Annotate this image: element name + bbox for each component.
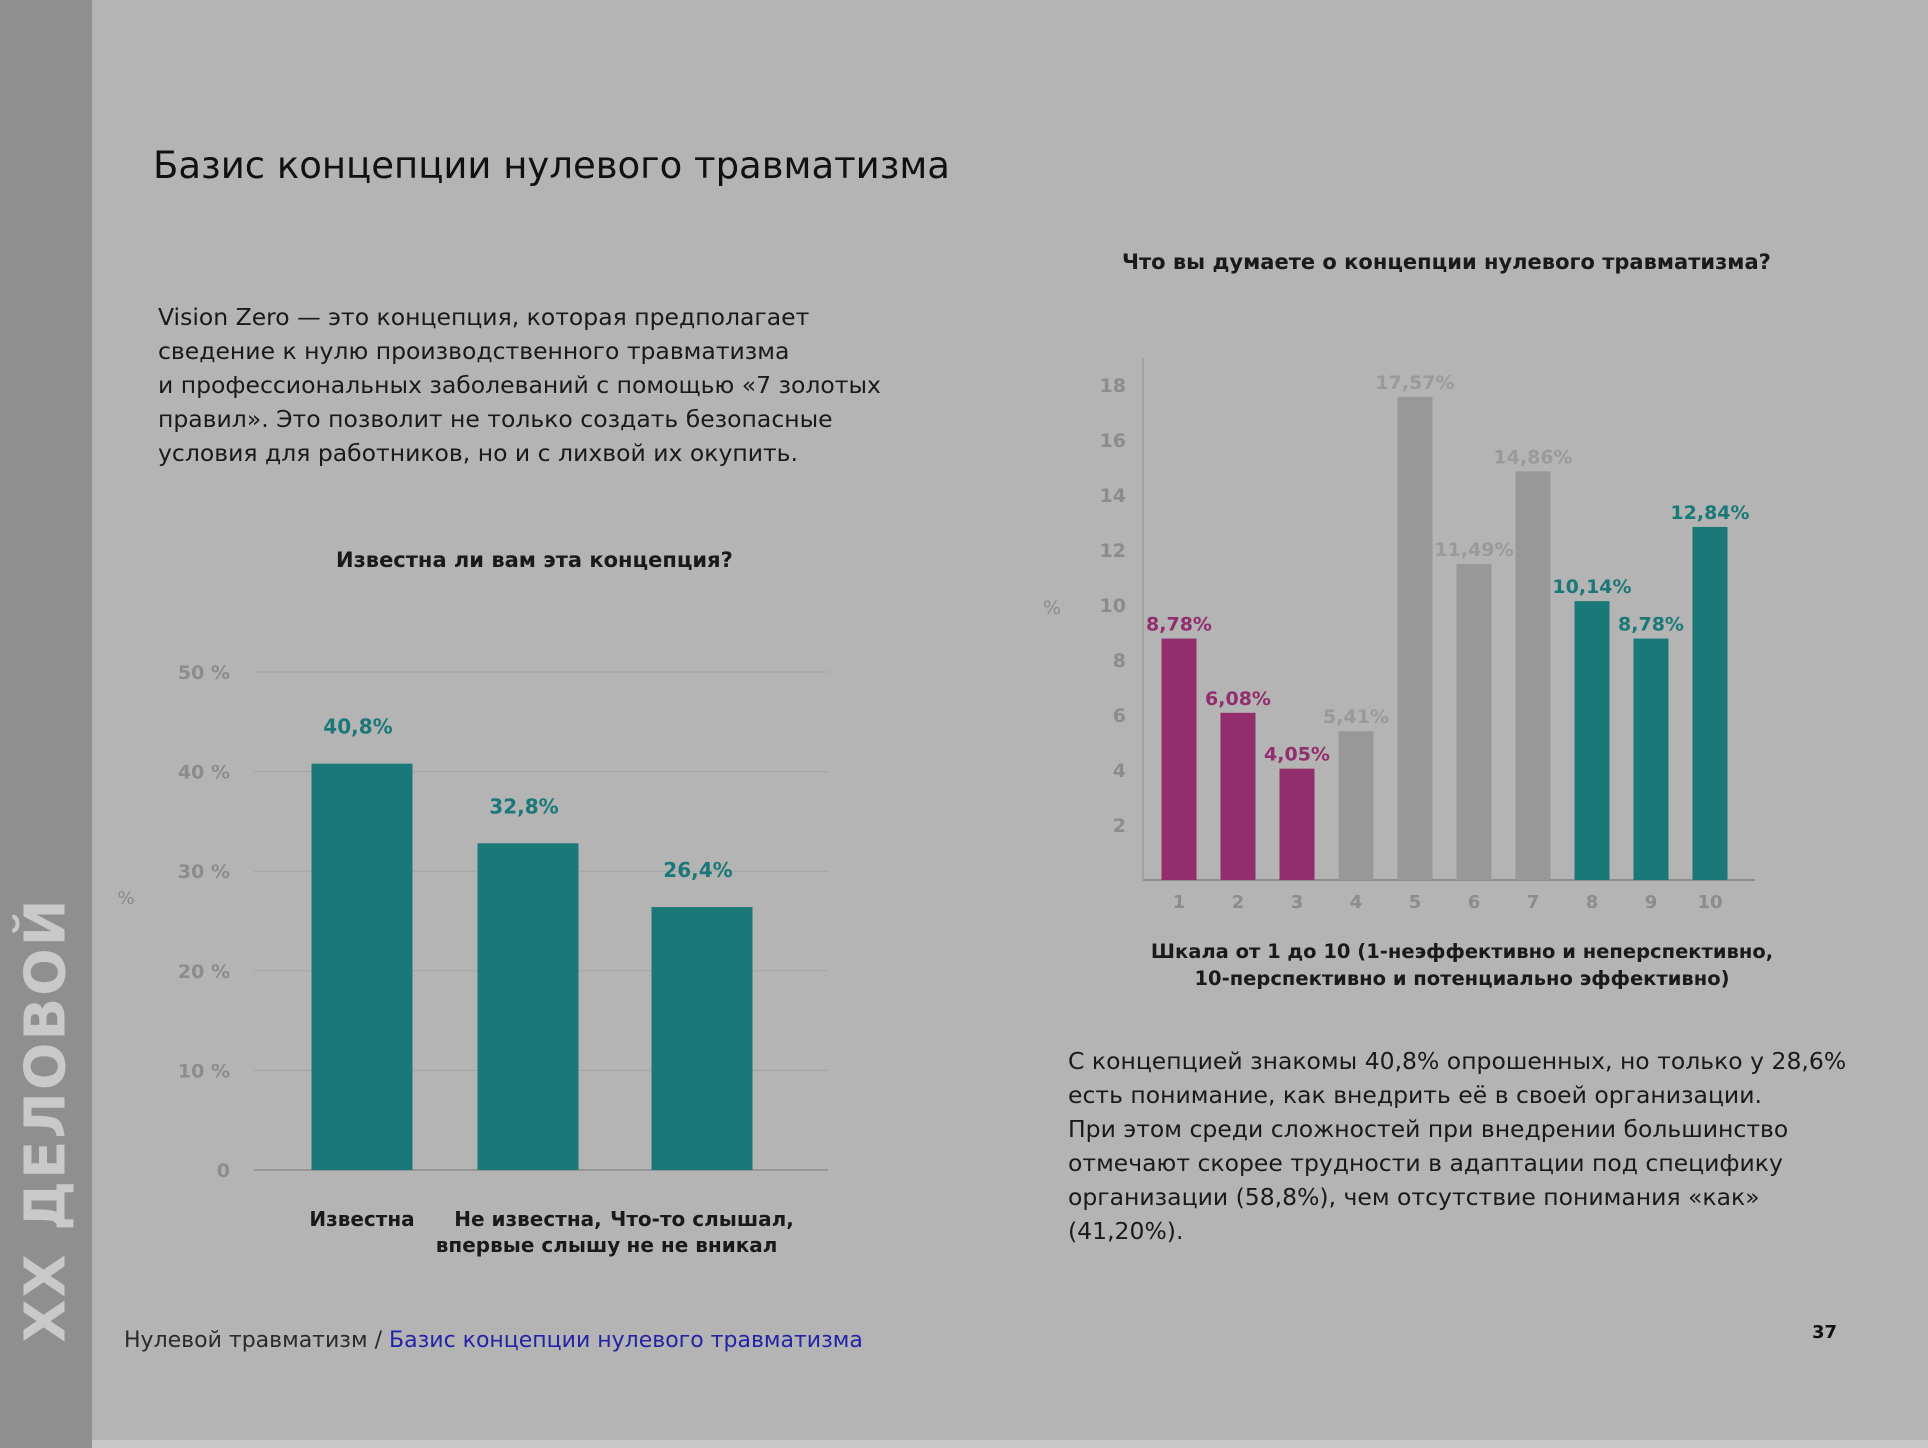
y-axis-label: % [1043, 597, 1061, 619]
breadcrumb-separator: / [367, 1328, 389, 1353]
bar [1338, 731, 1374, 880]
chart-awareness-title: Известна ли вам эта концепция? [336, 548, 733, 572]
x-axis-caption-line: 10-перспективно и потенциально эффективн… [1194, 967, 1730, 990]
y-tick-label: 30 % [178, 861, 230, 883]
data-label: 8,78% [1618, 614, 1684, 636]
data-label: 17,57% [1375, 372, 1454, 394]
y-tick-label: 12 [1100, 540, 1126, 562]
intro-line: Vision Zero — это концепция, которая пре… [158, 303, 810, 331]
summary-line: (41,20%). [1068, 1217, 1184, 1245]
bar [1515, 471, 1551, 880]
x-tick-label: 5 [1409, 892, 1422, 913]
intro-line: правил». Это позволит не только создать … [158, 405, 833, 433]
x-tick-label: 4 [1350, 892, 1363, 913]
page-bottom-edge [92, 1440, 1928, 1448]
breadcrumb-section[interactable]: Нулевой травматизм [124, 1328, 368, 1353]
x-tick-label: 2 [1232, 892, 1245, 913]
data-label: 12,84% [1670, 502, 1749, 524]
summary-line: организации (58,8%), чем отсутствие пони… [1068, 1183, 1760, 1211]
bar [1161, 638, 1197, 880]
y-tick-label: 2 [1113, 815, 1126, 837]
x-axis-caption-line: Шкала от 1 до 10 (1-неэффективно и непер… [1150, 940, 1774, 963]
y-tick-label: 10 % [178, 1060, 230, 1082]
chart-awareness-category-label: Что-то слышал, не не вникал [610, 1207, 794, 1257]
bar [1397, 396, 1433, 880]
data-label: 8,78% [1146, 614, 1212, 636]
chart-awareness-category-label: Известна [309, 1207, 415, 1231]
summary-line: С концепцией знакомы 40,8% опрошенных, н… [1068, 1047, 1847, 1075]
bar [1456, 564, 1492, 880]
brand-sidebar: XX ДЕЛОВОЙ [0, 0, 92, 1448]
y-tick-label: 40 % [178, 762, 230, 784]
y-tick-label: 50 % [178, 662, 230, 684]
data-label: 6,08% [1205, 688, 1271, 710]
intro-line: и профессиональных заболеваний с помощью… [158, 371, 881, 399]
data-label: 26,4% [663, 858, 732, 882]
page-title: Базис концепции нулевого травматизма [153, 144, 950, 187]
y-tick-label: 20 % [178, 961, 230, 983]
summary-line: отмечают скорее трудности в адаптации по… [1068, 1149, 1783, 1177]
x-tick-label: 8 [1586, 892, 1599, 913]
x-tick-label: 10 [1697, 892, 1722, 913]
x-tick-label: 3 [1291, 892, 1304, 913]
intro-line: сведение к нулю производственного травма… [158, 337, 790, 365]
bar [1633, 638, 1669, 880]
bar [1279, 768, 1315, 880]
summary-line: есть понимание, как внедрить её в своей … [1068, 1081, 1762, 1109]
data-label: 40,8% [323, 715, 392, 739]
bar [1574, 601, 1610, 880]
page-number: 37 [1812, 1322, 1838, 1343]
breadcrumb: Нулевой травматизм / Базис концепции нул… [124, 1328, 863, 1353]
bar [1220, 712, 1256, 880]
chart-opinion-title: Что вы думаете о концепции нулевого трав… [1122, 250, 1771, 274]
data-label: 14,86% [1493, 446, 1572, 468]
bar [651, 907, 753, 1170]
bar [311, 763, 413, 1170]
bar [477, 843, 579, 1170]
intro-line: условия для работников, но и с лихвой их… [158, 439, 798, 467]
y-tick-label: 18 [1100, 375, 1126, 397]
y-tick-label: 0 [217, 1160, 230, 1182]
bar [1692, 526, 1728, 880]
breadcrumb-current[interactable]: Базис концепции нулевого травматизма [389, 1328, 863, 1353]
data-label: 5,41% [1323, 706, 1389, 728]
data-label: 11,49% [1434, 539, 1513, 561]
summary-paragraph: С концепцией знакомы 40,8% опрошенных, н… [1068, 1044, 1868, 1248]
data-label: 32,8% [489, 794, 558, 818]
chart-awareness-category-label: Не известна, впервые слышу [435, 1207, 621, 1257]
y-tick-label: 14 [1100, 485, 1126, 507]
data-label: 4,05% [1264, 744, 1330, 766]
y-tick-label: 8 [1113, 650, 1126, 672]
chart-opinion-x-axis-caption: Шкала от 1 до 10 (1-неэффективно и непер… [1142, 938, 1782, 992]
intro-paragraph: Vision Zero — это концепция, которая пре… [158, 300, 918, 470]
y-tick-label: 4 [1113, 760, 1126, 782]
summary-line: При этом среди сложностей при внедрении … [1068, 1115, 1789, 1143]
x-tick-label: 7 [1527, 892, 1540, 913]
y-tick-label: 16 [1100, 430, 1126, 452]
y-tick-label: 6 [1113, 705, 1126, 727]
x-tick-label: 6 [1468, 892, 1481, 913]
y-tick-label: 10 [1100, 595, 1126, 617]
x-tick-label: 9 [1645, 892, 1658, 913]
data-label: 10,14% [1552, 576, 1631, 598]
y-axis-label: % [117, 888, 134, 909]
x-tick-label: 1 [1173, 892, 1186, 913]
